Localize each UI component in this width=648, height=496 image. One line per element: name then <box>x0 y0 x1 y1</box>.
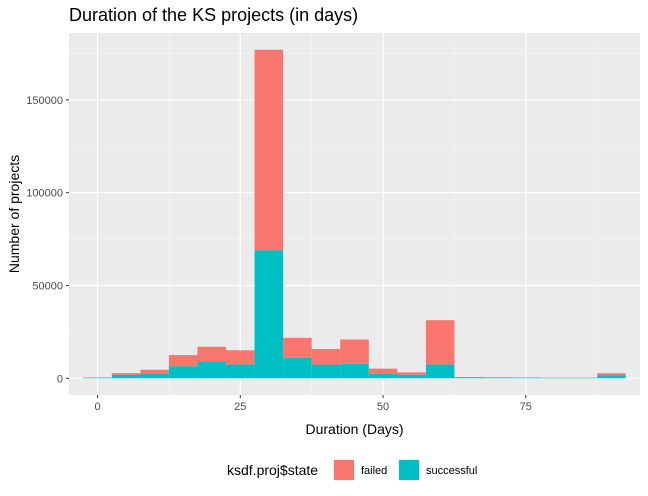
x-tick-label: 25 <box>234 401 246 413</box>
bar-failed-45 <box>340 339 369 364</box>
bar-failed-30 <box>254 49 284 251</box>
bar-successful-70 <box>482 377 512 379</box>
bar-successful-10 <box>140 373 169 379</box>
grid-minor <box>69 33 640 395</box>
bar-successful-25 <box>226 364 255 379</box>
legend-key-failed <box>334 460 354 480</box>
bar-successful-90 <box>597 375 626 379</box>
bar-failed-0 <box>83 377 112 378</box>
y-tick-label: 150000 <box>26 95 63 107</box>
chart-title: Duration of the KS projects (in days) <box>69 5 358 25</box>
y-tick-label: 50000 <box>32 280 63 292</box>
plot-panel <box>69 33 640 395</box>
bar-successful-30 <box>254 250 284 379</box>
bar-successful-35 <box>283 357 312 379</box>
bar-failed-40 <box>311 348 341 365</box>
bar-failed-15 <box>168 355 198 367</box>
bar-failed-5 <box>111 373 141 375</box>
bar-successful-5 <box>111 374 141 379</box>
bar-successful-40 <box>311 364 341 379</box>
x-axis-title: Duration (Days) <box>305 421 403 437</box>
legend-key-successful <box>399 460 419 480</box>
bar-successful-60 <box>425 364 455 379</box>
bar-failed-50 <box>368 368 398 374</box>
grid-major <box>69 33 640 395</box>
bar-successful-20 <box>197 361 227 379</box>
bar-failed-20 <box>197 346 227 362</box>
x-tick-label: 0 <box>94 401 100 413</box>
legend-label-failed: failed <box>361 465 387 477</box>
bar-successful-55 <box>397 374 426 379</box>
bar-failed-75 <box>511 377 541 378</box>
y-tick-label: 0 <box>57 373 63 385</box>
legend-title: ksdf.proj$state <box>227 462 318 478</box>
x-tick-label: 75 <box>520 401 532 413</box>
x-tick-label: 50 <box>377 401 389 413</box>
legend-label-successful: successful <box>426 465 477 477</box>
legend: ksdf.proj$state failed successful <box>227 459 477 481</box>
bar-failed-55 <box>397 372 426 375</box>
x-axis: 0 25 50 75 <box>94 395 532 413</box>
bars <box>83 49 626 379</box>
bar-failed-70 <box>482 377 512 378</box>
bar-failed-90 <box>597 373 626 376</box>
y-tick-label: 100000 <box>26 188 63 200</box>
bar-successful-45 <box>340 363 369 379</box>
y-axis-title: Number of projects <box>6 155 22 273</box>
bar-failed-10 <box>140 369 169 374</box>
bar-failed-60 <box>425 320 455 365</box>
y-axis: 0 50000 100000 150000 <box>26 95 69 385</box>
bar-successful-50 <box>368 373 398 379</box>
bar-failed-35 <box>283 337 312 358</box>
bar-successful-65 <box>454 377 483 379</box>
bar-failed-25 <box>226 350 255 365</box>
bar-successful-15 <box>168 366 198 379</box>
bar-failed-65 <box>454 376 483 378</box>
